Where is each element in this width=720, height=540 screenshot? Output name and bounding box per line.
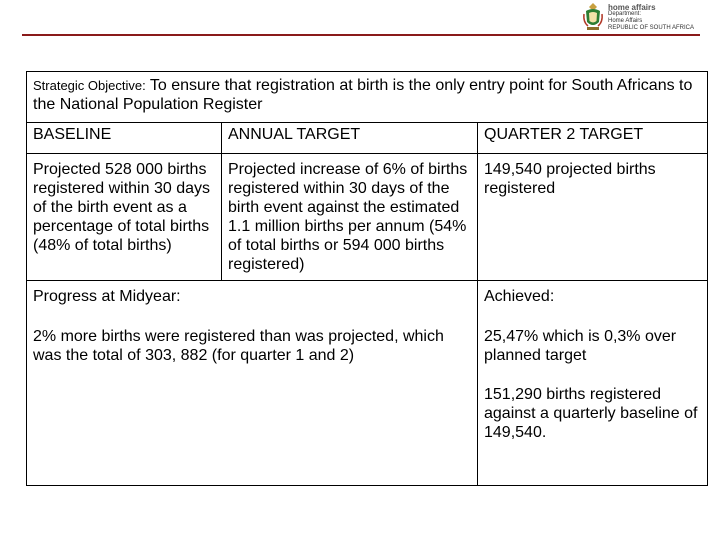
- achieved-cell: Achieved: 25,47% which is 0,3% over plan…: [476, 280, 709, 486]
- target-row: Projected 528 000 births registered with…: [26, 153, 709, 281]
- logo-line-2: Home Affairs: [608, 18, 643, 24]
- quarter2-target-cell: 149,540 projected births registered: [476, 153, 709, 281]
- logo-line-3: REPUBLIC OF SOUTH AFRICA: [608, 25, 695, 31]
- header-row: BASELINE ANNUAL TARGET QUARTER 2 TARGET: [26, 122, 709, 154]
- objective-label: Strategic Objective:: [33, 78, 146, 93]
- column-header-annual-target: ANNUAL TARGET: [221, 122, 478, 154]
- objective-cell: Strategic Objective: To ensure that regi…: [25, 71, 709, 123]
- home-affairs-logo: home affairs Department: Home Affairs RE…: [582, 2, 700, 34]
- progress-cell: Progress at Midyear: 2% more births were…: [26, 280, 478, 486]
- strategic-objective-table: Strategic Objective: To ensure that regi…: [25, 71, 709, 486]
- header-rule: [22, 34, 700, 36]
- achieved-text-1: 25,47% which is 0,3% over planned target: [484, 328, 677, 364]
- column-header-quarter2-target: QUARTER 2 TARGET: [476, 122, 709, 154]
- progress-row: Progress at Midyear: 2% more births were…: [26, 280, 709, 486]
- baseline-cell: Projected 528 000 births registered with…: [26, 153, 222, 281]
- objective-text: To ensure that registration at birth is …: [33, 77, 693, 113]
- progress-text: 2% more births were registered than was …: [33, 328, 444, 364]
- coat-of-arms-icon: [583, 3, 603, 30]
- annual-target-cell: Projected increase of 6% of births regis…: [221, 153, 478, 281]
- objective-row: Strategic Objective: To ensure that regi…: [25, 71, 709, 123]
- logo-line-1: Department:: [608, 11, 642, 17]
- column-header-baseline: BASELINE: [26, 122, 222, 154]
- achieved-label: Achieved:: [484, 288, 555, 305]
- progress-label: Progress at Midyear:: [33, 288, 181, 305]
- achieved-text-2: 151,290 births registered against a quar…: [484, 386, 698, 441]
- logo-title: home affairs: [608, 3, 656, 12]
